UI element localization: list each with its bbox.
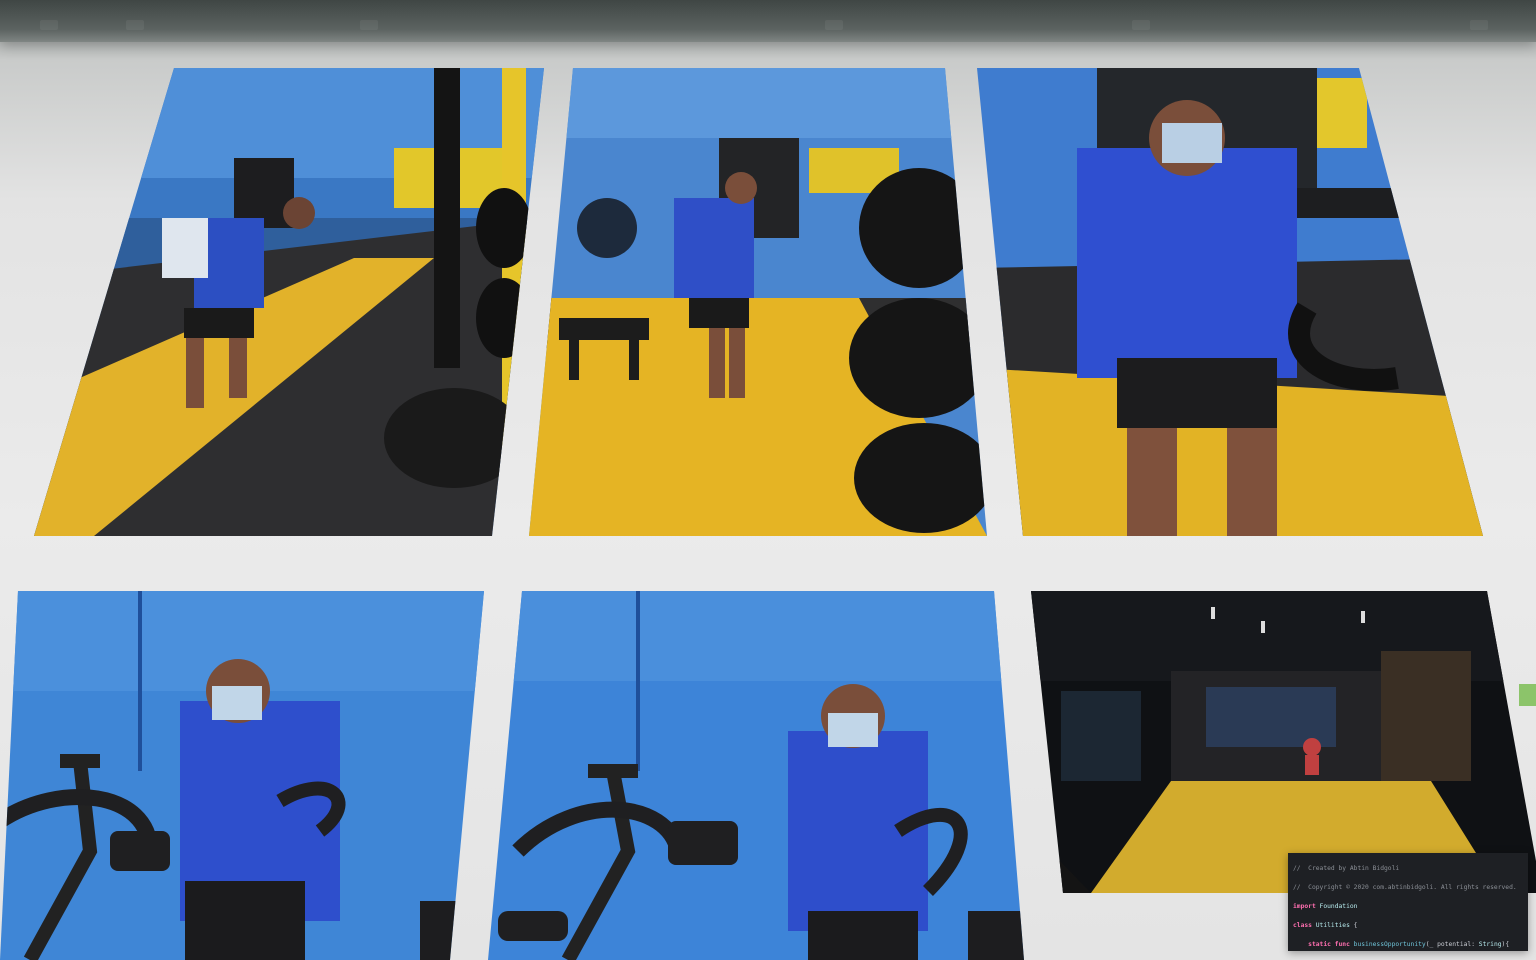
code-line-5: static func businessOpportunity(_ potent… xyxy=(1293,940,1528,949)
code-line-3: import Foundation xyxy=(1293,902,1528,911)
code-type: Foundation xyxy=(1319,903,1358,911)
code-line-2: // Copyright © 2020 com.abtinbidgoli. Al… xyxy=(1293,884,1517,892)
gallery-photo-1[interactable] xyxy=(34,68,544,536)
code-keyword: class xyxy=(1293,921,1312,929)
code-punct: ){ xyxy=(1501,940,1510,948)
gallery-photo-2[interactable] xyxy=(529,68,987,536)
toolbar-ghost-icon xyxy=(40,20,58,30)
toolbar-ghost-icon xyxy=(1132,20,1150,30)
code-punct: { xyxy=(1349,921,1358,929)
code-type: Utilities xyxy=(1315,921,1350,929)
photo-3-image xyxy=(977,68,1483,536)
toolbar-ghost-icon xyxy=(1470,20,1488,30)
photo-2-image xyxy=(529,68,987,536)
gallery-photo-3[interactable] xyxy=(977,68,1483,536)
code-type: String xyxy=(1478,940,1502,948)
gallery-photo-6[interactable] xyxy=(1031,591,1536,893)
window-topbar xyxy=(0,0,1536,42)
accent-tab xyxy=(1519,684,1536,706)
code-function: businessOpportunity xyxy=(1353,940,1426,948)
code-line-1: // Created by Abtin Bidgoli xyxy=(1293,865,1400,873)
code-punct: (_ potential: xyxy=(1425,940,1479,948)
code-line-4: class Utilities { xyxy=(1293,921,1528,930)
code-overlay: // Created by Abtin Bidgoli // Copyright… xyxy=(1288,853,1528,951)
photo-4-image xyxy=(0,591,484,960)
gallery-photo-5[interactable] xyxy=(488,591,1024,960)
code-keyword: import xyxy=(1293,903,1316,911)
code-keyword: static func xyxy=(1308,940,1350,948)
gallery-photo-4[interactable] xyxy=(0,591,484,960)
photo-5-image xyxy=(488,591,1024,960)
photo-6-image xyxy=(1031,591,1536,893)
toolbar-ghost-icon xyxy=(825,20,843,30)
toolbar-ghost-icon xyxy=(360,20,378,30)
toolbar-ghost-icon xyxy=(126,20,144,30)
photo-1-image xyxy=(34,68,544,536)
